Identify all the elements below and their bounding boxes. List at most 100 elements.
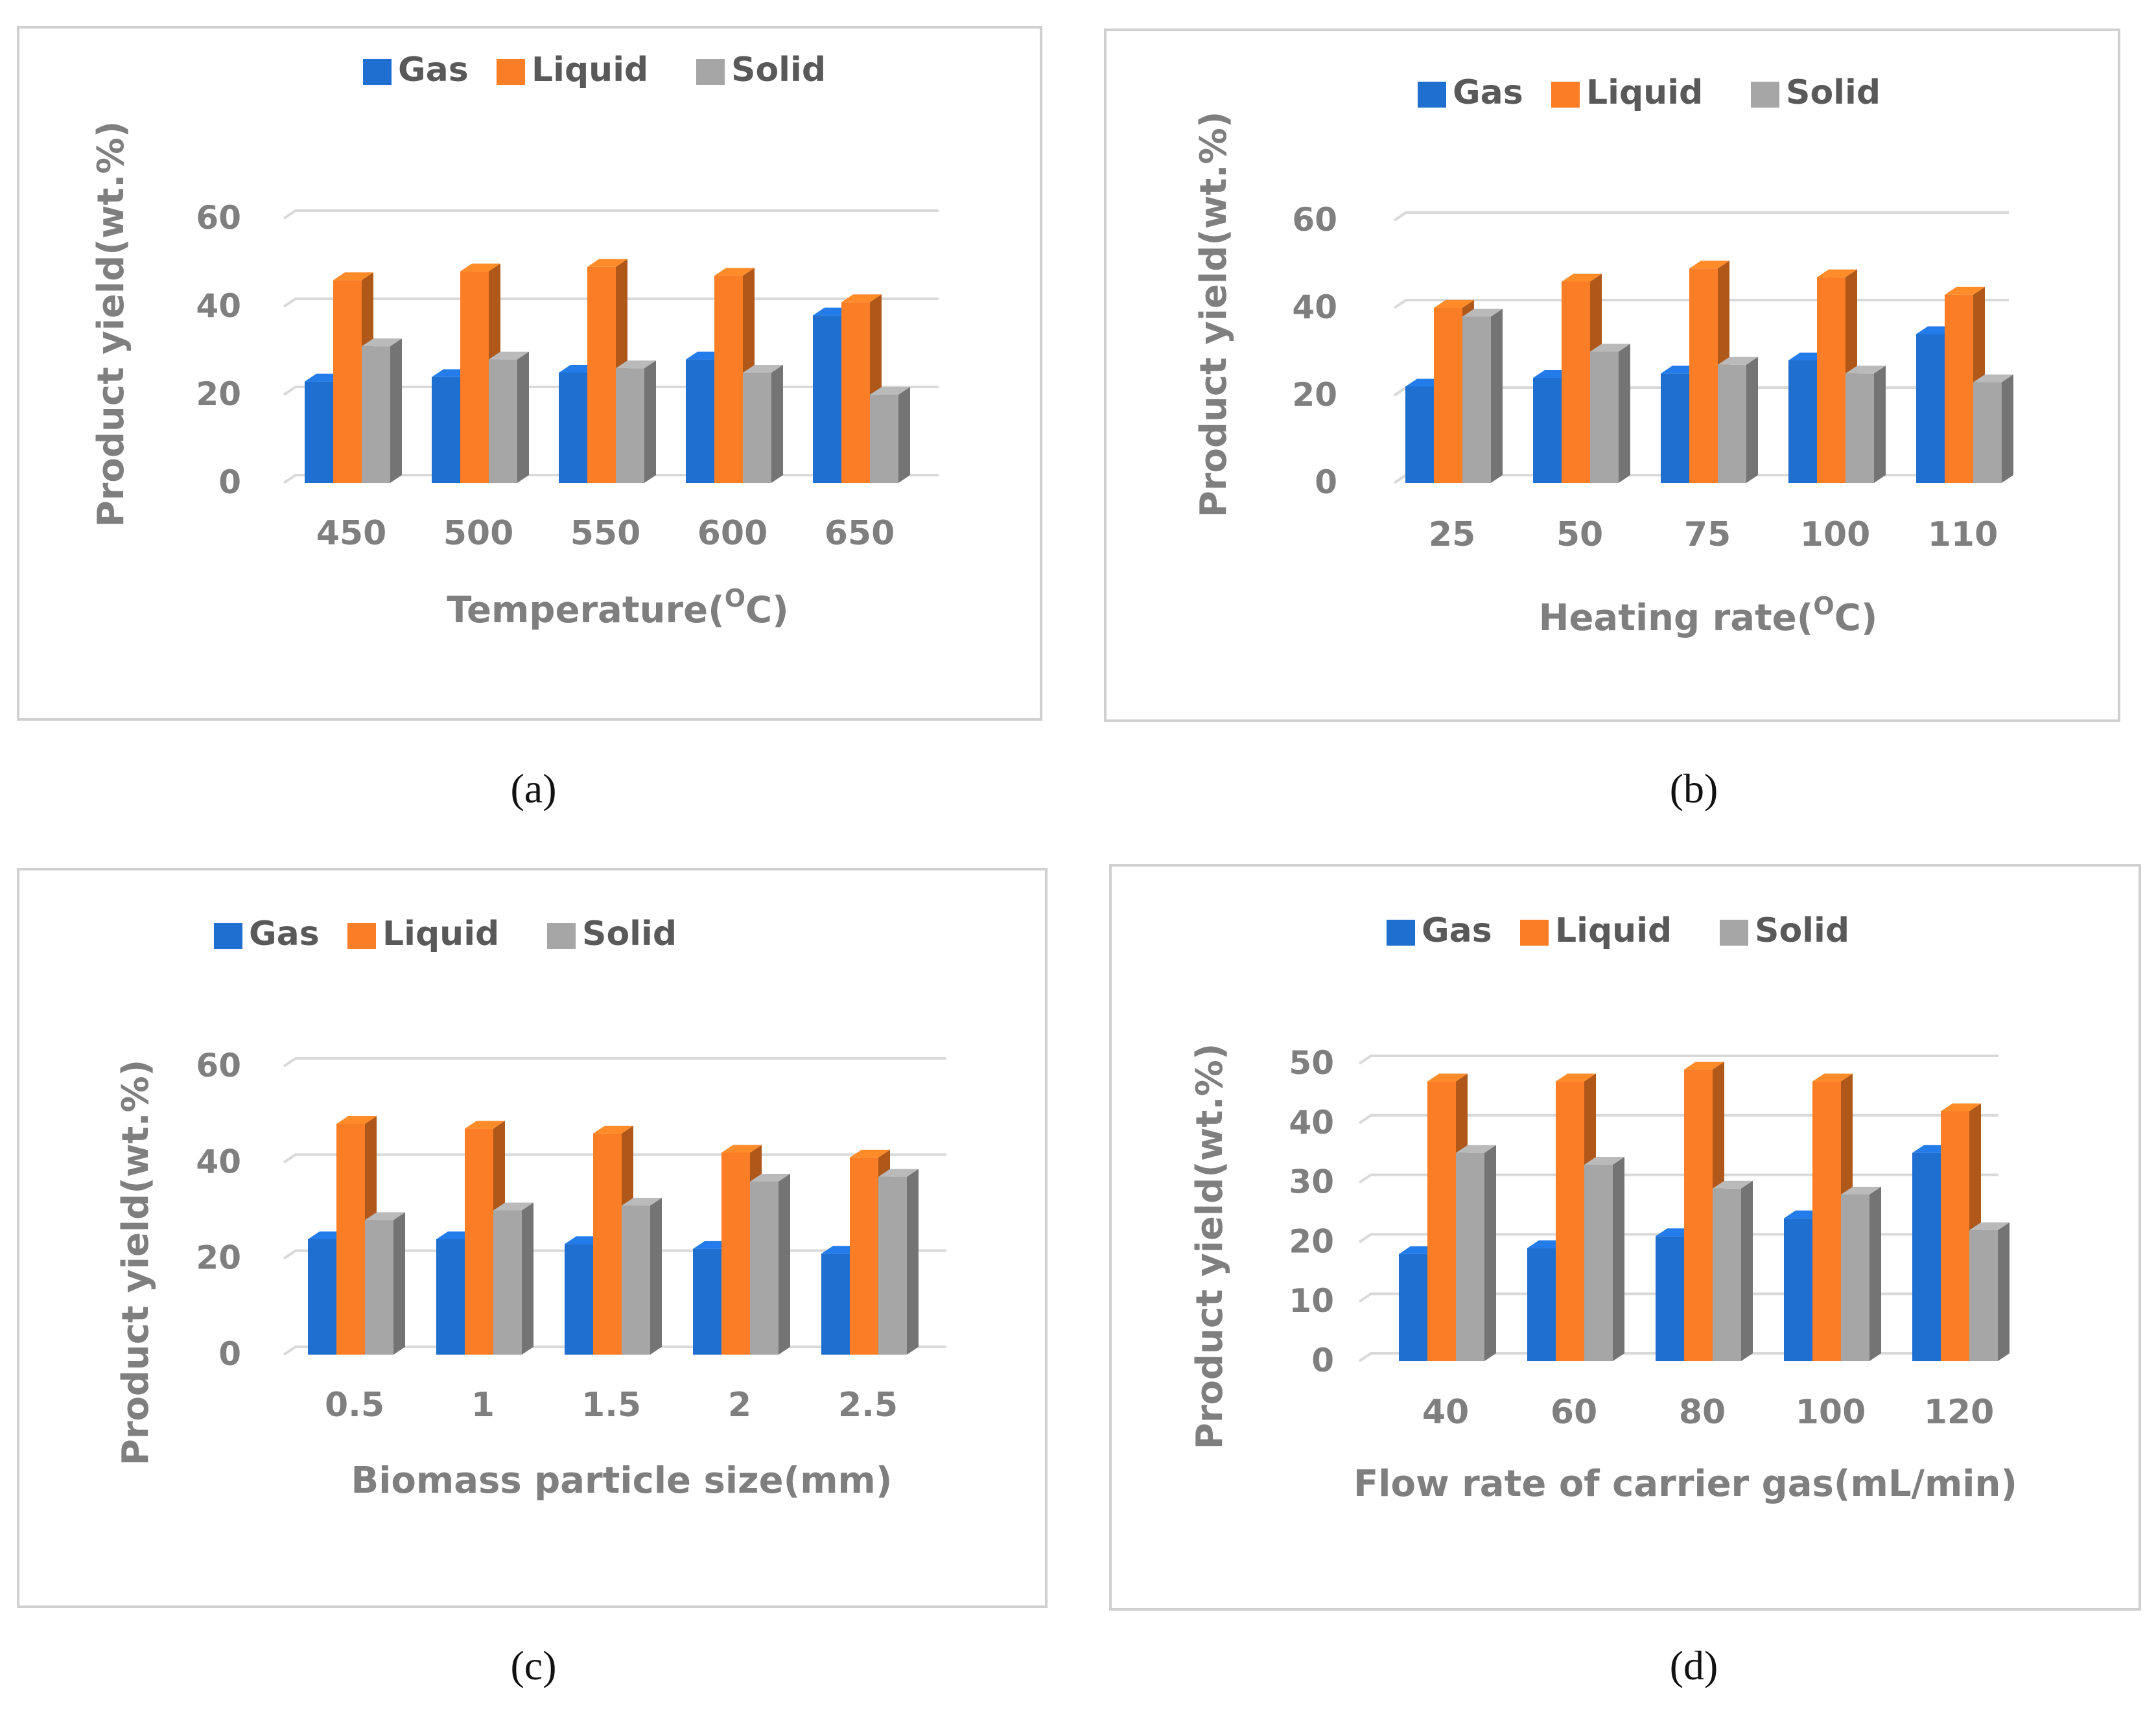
y-tick-label-d-2: 20 <box>1289 1222 1334 1260</box>
y-tick-label-b-1: 20 <box>1292 376 1337 414</box>
bar-top-a-2-0 <box>362 338 402 347</box>
bar-front-d-2-3 <box>1841 1194 1869 1361</box>
bar-front-a-2-3 <box>743 373 771 483</box>
bar-top-a-1-0 <box>333 272 373 281</box>
bar-front-a-0-4 <box>813 315 841 483</box>
bar-front-d-0-0 <box>1399 1254 1427 1361</box>
caption-d: (d) <box>1669 1642 1718 1688</box>
y-tick-label-c-0: 0 <box>218 1335 241 1373</box>
x-tick-label-b-2: 75 <box>1684 515 1731 554</box>
bar-top-d-1-1 <box>1556 1073 1596 1082</box>
bar-front-b-0-1 <box>1533 378 1562 483</box>
bar-d-solid-80 <box>1713 1180 1753 1361</box>
bar-top-d-1-2 <box>1684 1062 1724 1070</box>
x-axis-title-c: Biomass particle size(mm) <box>351 1460 893 1502</box>
bar-front-b-2-2 <box>1718 364 1746 483</box>
bar-a-solid-450 <box>362 338 402 483</box>
bar-c-solid-1 <box>493 1202 533 1355</box>
bar-top-b-1-0 <box>1434 300 1474 308</box>
bar-front-d-0-4 <box>1912 1152 1941 1361</box>
x-axis-title-main-a: Temperature( <box>447 589 724 631</box>
bar-side-b-2-3 <box>1874 366 1886 483</box>
x-tick-label-d-0: 40 <box>1422 1393 1469 1432</box>
bar-front-c-0-0 <box>308 1239 336 1355</box>
bar-top-c-2-3 <box>750 1174 790 1182</box>
bar-top-b-1-3 <box>1817 269 1857 277</box>
bar-side-b-2-2 <box>1746 356 1758 483</box>
x-tick-label-a-4: 650 <box>825 514 895 553</box>
bar-front-a-2-1 <box>489 359 517 483</box>
x-tick-label-d-1: 60 <box>1551 1393 1597 1432</box>
bar-front-d-2-1 <box>1584 1165 1613 1361</box>
y-tick-label-c-2: 40 <box>196 1143 241 1180</box>
bar-top-c-2-4 <box>878 1169 919 1177</box>
bar-front-b-2-1 <box>1590 351 1619 483</box>
bar-c-solid-0.5 <box>365 1212 405 1355</box>
bar-front-a-1-4 <box>841 302 870 483</box>
x-axis-title-main-c: Biomass particle size(mm) <box>351 1460 893 1502</box>
y-axis-title-d: Product yield(wt.%) <box>1189 1044 1231 1450</box>
x-tick-label-c-4: 2.5 <box>838 1386 898 1425</box>
bar-top-d-2-1 <box>1584 1157 1624 1165</box>
bar-top-d-2-2 <box>1713 1180 1753 1189</box>
legend-swatch-d-2 <box>1720 920 1748 946</box>
bar-front-b-0-2 <box>1661 373 1689 483</box>
bar-front-a-2-4 <box>870 395 898 483</box>
bar-b-solid-75 <box>1718 356 1758 483</box>
bar-c-solid-2.5 <box>878 1169 919 1355</box>
legend-label-b-0: Gas <box>1453 73 1523 112</box>
y-axis-title-a: Product yield(wt.%) <box>90 121 132 528</box>
bar-top-b-1-2 <box>1689 261 1729 269</box>
y-tick-label-a-0: 0 <box>218 463 241 501</box>
bar-top-d-2-4 <box>1969 1222 2010 1231</box>
bar-top-b-2-2 <box>1718 356 1758 365</box>
legend-label-a-0: Gas <box>398 51 469 89</box>
bar-front-b-1-3 <box>1817 277 1845 483</box>
x-axis-title-b: Heating rate(OC) <box>1539 592 1878 639</box>
gridline-b-3 <box>1393 211 2009 222</box>
bar-a-solid-550 <box>616 360 656 483</box>
x-axis-title-d: Flow rate of carrier gas(mL/min) <box>1353 1463 2017 1505</box>
bar-front-c-1-0 <box>336 1124 365 1355</box>
x-tick-label-a-0: 450 <box>316 514 387 553</box>
bar-top-c-1-0 <box>336 1116 377 1124</box>
y-tick-label-a-2: 40 <box>196 287 241 325</box>
legend-swatch-c-0 <box>214 923 242 949</box>
caption-b: (b) <box>1669 765 1718 811</box>
bar-side-d-2-3 <box>1869 1186 1881 1361</box>
y-tick-label-b-0: 0 <box>1315 463 1337 501</box>
bar-front-a-0-1 <box>432 377 460 483</box>
bar-top-c-2-1 <box>493 1202 533 1211</box>
bar-c-solid-2 <box>750 1174 790 1355</box>
legend-swatch-b-0 <box>1418 82 1446 108</box>
legend-swatch-a-1 <box>497 59 525 85</box>
x-tick-label-d-4: 120 <box>1924 1393 1995 1432</box>
bar-front-d-1-3 <box>1812 1081 1841 1361</box>
bar-front-c-1-4 <box>850 1157 878 1355</box>
y-tick-label-a-3: 60 <box>196 199 241 237</box>
bar-side-d-2-4 <box>1998 1222 2010 1361</box>
chart-svg-a: 0 20 40 60 Gas Liquid Solid 450 500 550 600 650 Prod… <box>17 26 1042 721</box>
bar-front-d-0-1 <box>1527 1248 1556 1361</box>
bar-front-c-0-3 <box>693 1248 721 1355</box>
bar-front-b-1-1 <box>1562 281 1590 483</box>
bar-front-b-2-4 <box>1973 382 2002 483</box>
bar-c-solid-1.5 <box>622 1198 662 1355</box>
legend-swatch-a-2 <box>696 59 725 85</box>
legend-swatch-c-2 <box>547 923 576 949</box>
legend-label-d-1: Liquid <box>1555 911 1672 950</box>
chart-svg-b: 0 20 40 60 Gas Liquid Solid 25 50 75 100 110 Product… <box>1104 29 2120 722</box>
x-tick-label-d-3: 100 <box>1796 1393 1866 1432</box>
bar-front-a-1-0 <box>333 280 362 483</box>
x-tick-label-c-3: 2 <box>728 1386 751 1425</box>
bar-top-d-1-3 <box>1812 1073 1853 1082</box>
legend-swatch-c-1 <box>347 923 376 949</box>
chart-panel-a: 0 20 40 60 Gas Liquid Solid 450 500 550 600 650 Prod… <box>0 0 1078 858</box>
bar-side-a-2-0 <box>390 338 402 483</box>
caption-a: (a) <box>510 765 557 811</box>
bar-front-a-1-1 <box>460 271 489 483</box>
bar-top-b-2-1 <box>1590 344 1630 352</box>
bar-side-c-2-0 <box>393 1212 405 1355</box>
bar-top-a-1-4 <box>841 294 882 303</box>
bar-side-d-2-2 <box>1741 1180 1753 1361</box>
